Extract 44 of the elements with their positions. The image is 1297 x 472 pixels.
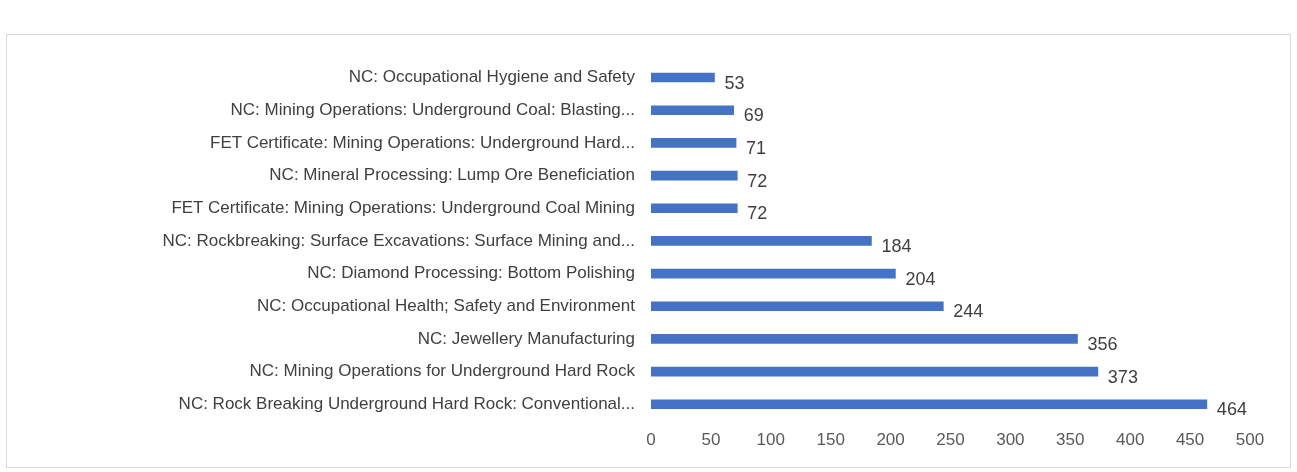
- y-tick-label: NC: Rock Breaking Underground Hard Rock: Conventional...: [178, 393, 635, 413]
- data-label: 184: [881, 235, 912, 256]
- x-tick-label: 350: [1056, 430, 1085, 450]
- data-label: 72: [747, 203, 768, 224]
- data-label: 464: [1216, 399, 1247, 420]
- x-tick-label: 0: [646, 430, 656, 450]
- y-tick-label: NC: Occupational Hygiene and Safety: [348, 67, 636, 87]
- y-tick-label: NC: Mineral Processing: Lump Ore Beneficiation: [269, 165, 635, 185]
- y-tick-label: NC: Mining Operations for Underground Hard Rock: [249, 361, 636, 381]
- x-tick-label: 500: [1235, 430, 1265, 450]
- y-tick-label: NC: Mining Operations: Underground Coal: Blasting...: [230, 99, 635, 119]
- bar: [651, 399, 1208, 410]
- bar: [651, 301, 944, 312]
- x-tick-label: 150: [816, 430, 845, 450]
- data-label: 204: [905, 268, 936, 289]
- bar: [651, 203, 738, 214]
- bar: [651, 236, 872, 246]
- y-tick-label: FET Certificate: Mining Operations: Underground Hard...: [210, 132, 635, 152]
- data-label: 373: [1107, 366, 1138, 387]
- x-tick-label: 400: [1116, 430, 1145, 450]
- bar: [651, 72, 715, 83]
- x-tick-label: 100: [756, 430, 785, 450]
- y-tick-label: NC: Occupational Health; Safety and Environment: [257, 295, 636, 315]
- y-tick-label: NC: Diamond Processing: Bottom Polishing: [307, 263, 635, 283]
- x-tick-label: 250: [936, 430, 965, 450]
- x-tick-label: 450: [1175, 430, 1205, 450]
- bar: [651, 268, 896, 279]
- data-label: 72: [747, 170, 768, 191]
- bar: [651, 170, 738, 181]
- bar: [651, 138, 737, 148]
- x-tick-label: 200: [876, 430, 905, 450]
- bar: [651, 366, 1099, 377]
- y-tick-label: FET Certificate: Mining Operations: Underground Coal Mining: [171, 197, 635, 217]
- data-label: 69: [743, 105, 764, 126]
- y-tick-label: NC: Jewellery Manufacturing: [417, 328, 635, 348]
- y-tick-label: NC: Rockbreaking: Surface Excavations: Surface Mining and...: [162, 230, 635, 250]
- data-label: 244: [953, 301, 984, 322]
- x-tick-label: 50: [701, 430, 721, 450]
- data-label: 356: [1087, 333, 1118, 354]
- data-label: 53: [724, 72, 745, 93]
- bar: [651, 105, 734, 116]
- x-tick-label: 300: [996, 430, 1025, 450]
- bar: [651, 334, 1078, 344]
- data-label: 71: [746, 137, 767, 158]
